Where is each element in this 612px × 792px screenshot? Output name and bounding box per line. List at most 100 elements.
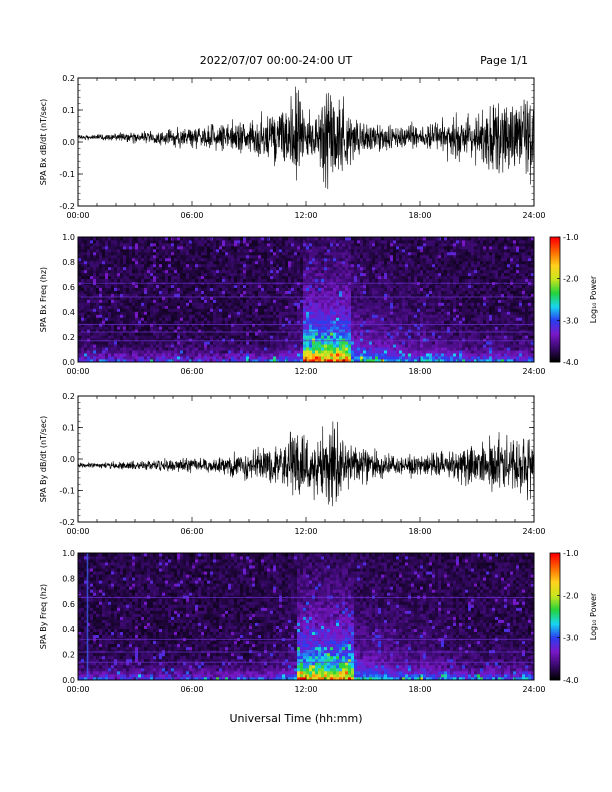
heatmap-cell	[327, 293, 331, 297]
heatmap-cell	[303, 335, 307, 339]
heatmap-cell	[141, 299, 145, 303]
heatmap-cell	[375, 359, 379, 363]
heatmap-cell	[261, 317, 265, 321]
heatmap-cell	[351, 290, 355, 294]
heatmap-cell	[120, 302, 124, 306]
heatmap-cell	[243, 278, 247, 283]
heatmap-cell	[336, 257, 340, 262]
heatmap-cell	[204, 245, 208, 250]
heatmap-cell	[147, 269, 151, 274]
heatmap-cell	[156, 263, 160, 268]
heatmap-cell	[102, 257, 106, 262]
heatmap-cell	[312, 284, 316, 288]
heatmap-cell	[78, 260, 82, 265]
heatmap-cell	[417, 359, 421, 363]
heatmap-cell	[315, 344, 319, 348]
heatmap-cell	[90, 344, 94, 348]
heatmap-cell	[408, 344, 412, 348]
heatmap-cell	[171, 314, 175, 318]
heatmap-cell	[303, 284, 307, 288]
heatmap-cell	[318, 260, 322, 265]
heatmap-cell	[420, 341, 424, 345]
heatmap-cell	[396, 237, 400, 241]
heatmap-cell	[330, 314, 334, 318]
heatmap-cell	[366, 293, 370, 297]
heatmap-cell	[384, 296, 388, 300]
heatmap-cell	[351, 296, 355, 300]
heatmap-cell	[369, 308, 373, 312]
heatmap-cell	[312, 242, 316, 247]
heatmap-cell	[78, 287, 82, 291]
heatmap-cell	[303, 311, 307, 315]
heatmap-cell	[165, 353, 169, 357]
heatmap-cell	[363, 341, 367, 345]
heatmap-cell	[117, 248, 121, 253]
heatmap-cell	[147, 237, 151, 241]
heatmap-cell	[252, 278, 256, 283]
heatmap-cell	[273, 305, 277, 309]
heatmap-cell	[249, 347, 253, 351]
heatmap-cell	[333, 284, 337, 288]
heatmap-cell	[180, 248, 184, 253]
heatmap-cell	[294, 242, 298, 247]
heatmap-cell	[111, 332, 115, 336]
heatmap-cell	[402, 290, 406, 294]
heatmap-cell	[198, 299, 202, 303]
heatmap-cell	[159, 251, 163, 256]
heatmap-cell	[117, 269, 121, 274]
heatmap-cell	[327, 329, 331, 333]
heatmap-cell	[138, 317, 142, 321]
heatmap-cell	[120, 278, 124, 283]
heatmap-cell	[96, 275, 100, 280]
heatmap-cell	[240, 299, 244, 303]
heatmap-cell	[348, 353, 352, 357]
heatmap-cell	[222, 266, 226, 271]
heatmap-cell	[135, 329, 139, 333]
heatmap-cell	[207, 269, 211, 274]
heatmap-cell	[219, 251, 223, 256]
heatmap-cell	[207, 338, 211, 342]
heatmap-cell	[153, 260, 157, 265]
heatmap-cell	[414, 299, 418, 303]
heatmap-cell	[414, 254, 418, 259]
heatmap-cell	[411, 344, 415, 348]
heatmap-cell	[321, 347, 325, 351]
heatmap-cell	[90, 356, 94, 360]
heatmap-cell	[315, 266, 319, 271]
heatmap-cell	[177, 254, 181, 259]
heatmap-cell	[225, 275, 229, 280]
heatmap-cell	[189, 239, 193, 244]
heatmap-cell	[417, 356, 421, 360]
heatmap-cell	[198, 275, 202, 280]
heatmap-cell	[288, 335, 292, 339]
heatmap-cell	[105, 305, 109, 309]
heatmap-cell	[375, 254, 379, 259]
heatmap-cell	[339, 353, 343, 357]
heatmap-cell	[408, 266, 412, 271]
heatmap-cell	[132, 266, 136, 271]
heatmap-cell	[204, 329, 208, 333]
heatmap-cell	[192, 263, 196, 268]
heatmap-cell	[81, 287, 85, 291]
heatmap-cell	[210, 335, 214, 339]
heatmap-cell	[150, 329, 154, 333]
heatmap-cell	[327, 311, 331, 315]
heatmap-cell	[300, 290, 304, 294]
heatmap-cell	[414, 308, 418, 312]
heatmap-cell	[195, 284, 199, 288]
heatmap-cell	[387, 347, 391, 351]
heatmap-cell	[324, 320, 328, 324]
heatmap-cell	[414, 350, 418, 354]
heatmap-cell	[321, 290, 325, 294]
heatmap-cell	[96, 305, 100, 309]
heatmap-cell	[117, 237, 121, 241]
heatmap-cell	[417, 341, 421, 345]
heatmap-cell	[381, 263, 385, 268]
heatmap-cell	[366, 347, 370, 351]
heatmap-cell	[135, 263, 139, 268]
heatmap-cell	[393, 290, 397, 294]
heatmap-cell	[207, 293, 211, 297]
heatmap-cell	[414, 296, 418, 300]
heatmap-cell	[420, 296, 424, 300]
heatmap-cell	[363, 320, 367, 324]
